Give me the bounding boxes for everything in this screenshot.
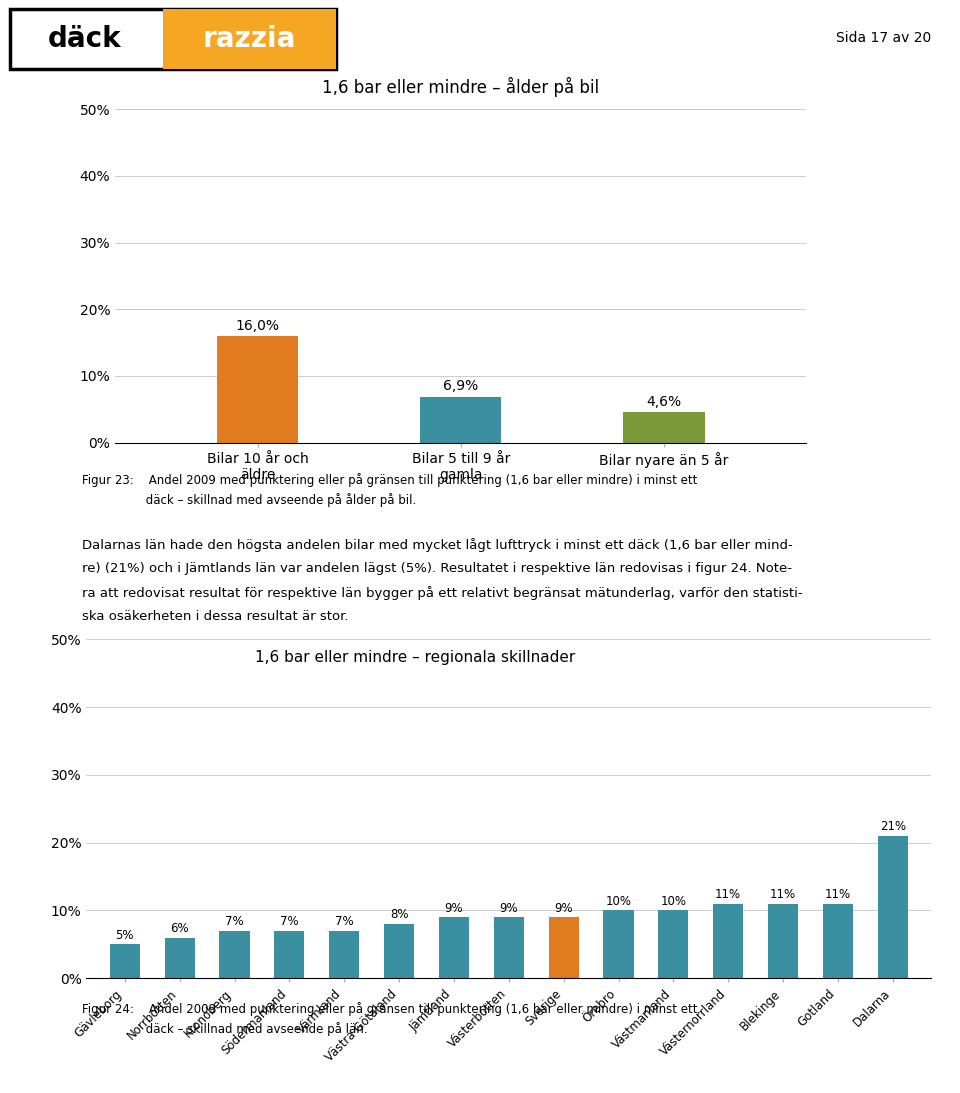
Text: 9%: 9% [554, 902, 573, 915]
Bar [275, 931, 304, 978]
Text: 7%: 7% [226, 915, 244, 928]
Text: ska osäkerheten i dessa resultat är stor.: ska osäkerheten i dessa resultat är stor… [82, 610, 348, 623]
Bar [604, 910, 634, 978]
Text: 6,9%: 6,9% [444, 379, 478, 393]
Text: Sida 17 av 20: Sida 17 av 20 [836, 32, 931, 45]
Bar [217, 336, 299, 443]
Text: 5%: 5% [115, 929, 134, 942]
Bar [659, 910, 688, 978]
Text: däck – skillnad med avseende på ålder på bil.: däck – skillnad med avseende på ålder på… [82, 493, 416, 507]
Bar [439, 917, 469, 978]
Text: 7%: 7% [280, 915, 299, 928]
Title: 1,6 bar eller mindre – ålder på bil: 1,6 bar eller mindre – ålder på bil [323, 77, 599, 96]
Bar [329, 931, 359, 978]
Bar [420, 397, 501, 443]
Bar [823, 904, 853, 978]
Text: 16,0%: 16,0% [235, 319, 279, 332]
Text: 10%: 10% [606, 895, 632, 908]
Text: Dalarnas län hade den högsta andelen bilar med mycket lågt lufttryck i minst ett: Dalarnas län hade den högsta andelen bil… [82, 538, 792, 552]
Bar [713, 904, 743, 978]
Text: Figur 23:    Andel 2009 med punktering eller på gränsen till punktering (1,6 bar: Figur 23: Andel 2009 med punktering elle… [82, 473, 697, 487]
Text: däck – skillnad med avseende på län.: däck – skillnad med avseende på län. [82, 1022, 367, 1036]
Text: 4,6%: 4,6% [646, 395, 682, 409]
Text: 10%: 10% [660, 895, 686, 908]
Text: 11%: 11% [770, 888, 796, 901]
Text: razzia: razzia [203, 25, 297, 52]
Text: 8%: 8% [390, 908, 408, 921]
Bar [384, 924, 414, 978]
Bar [493, 917, 524, 978]
Text: 7%: 7% [335, 915, 353, 928]
Bar [768, 904, 798, 978]
Bar [548, 917, 579, 978]
Bar [877, 836, 908, 978]
Text: 1,6 bar eller mindre – regionala skillnader: 1,6 bar eller mindre – regionala skillna… [255, 649, 576, 665]
Text: 21%: 21% [879, 820, 906, 833]
Bar [164, 938, 195, 978]
Bar [220, 931, 250, 978]
Text: ra att redovisat resultat för respektive län bygger på ett relativt begränsat mä: ra att redovisat resultat för respektive… [82, 586, 803, 600]
Text: 9%: 9% [499, 902, 518, 915]
Text: 11%: 11% [715, 888, 741, 901]
Bar [109, 944, 140, 978]
Text: Figur 24:    Andel 2009 med punktering eller på gränsen till punktering (1,6 bar: Figur 24: Andel 2009 med punktering elle… [82, 1002, 697, 1016]
Text: däck: däck [48, 25, 122, 52]
Text: 6%: 6% [170, 921, 189, 935]
Bar [163, 9, 336, 69]
Text: 9%: 9% [444, 902, 464, 915]
Text: re) (21%) och i Jämtlands län var andelen lägst (5%). Resultatet i respektive lä: re) (21%) och i Jämtlands län var andele… [82, 562, 792, 575]
Text: 11%: 11% [825, 888, 851, 901]
Bar [623, 412, 705, 443]
